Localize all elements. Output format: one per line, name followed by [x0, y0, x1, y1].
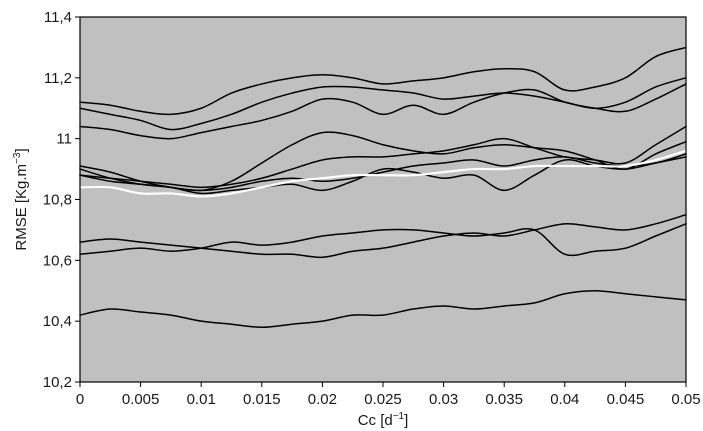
- y-axis-title-superscript: −3: [12, 152, 23, 164]
- y-tick-label: 10,6: [43, 252, 72, 269]
- x-tick-label: 0.03: [429, 391, 458, 408]
- series-line-10: [79, 290, 687, 328]
- x-axis: 0 0.005 0.01 0.015 0.02 0.025 0.03 0.035 0.04 0.0…: [76, 382, 701, 408]
- y-axis-title: RMSE [Kg.m−3]: [12, 148, 30, 250]
- x-tick-label: 0.005: [122, 391, 160, 408]
- series-line-5: [79, 125, 687, 189]
- y-axis: 10,2 10,4 10,6 10,8 11 11,2 11,4: [43, 9, 80, 391]
- x-tick-label: 0.04: [550, 391, 579, 408]
- y-tick-label: 11,2: [44, 70, 72, 87]
- x-tick-label: 0.015: [243, 391, 281, 408]
- y-tick-label: 10,4: [43, 313, 72, 330]
- x-axis-title-text: Cc [d: [358, 412, 393, 429]
- y-tick-label: 11,4: [44, 9, 72, 26]
- y-tick-label: 10,2: [43, 374, 72, 391]
- series-line-highlight: [78, 149, 688, 198]
- y-tick-label: 10,8: [43, 192, 72, 209]
- y-axis-title-text: RMSE [Kg.m: [13, 164, 30, 251]
- x-tick-label: 0.035: [485, 391, 523, 408]
- x-tick-label: 0.045: [607, 391, 645, 408]
- x-tick-label: 0.02: [308, 391, 337, 408]
- x-tick-label: 0.01: [187, 391, 216, 408]
- x-tick-label: 0.05: [671, 391, 700, 408]
- y-tick-label: 11: [56, 131, 72, 148]
- series-line-9: [79, 223, 687, 257]
- x-axis-title: Cc [d−1]: [358, 411, 409, 429]
- x-tick-label: 0.025: [364, 391, 402, 408]
- series-line-1: [79, 46, 687, 116]
- x-axis-title-suffix: ]: [404, 412, 408, 429]
- x-axis-title-superscript: −1: [393, 411, 405, 422]
- x-tick-label: 0: [76, 391, 84, 408]
- series-line-3: [79, 83, 687, 140]
- y-axis-title-suffix: ]: [13, 148, 30, 152]
- plot-area: [80, 17, 686, 382]
- series-line-7: [79, 156, 687, 195]
- series-layer: [78, 46, 688, 328]
- series-line-8: [79, 213, 687, 259]
